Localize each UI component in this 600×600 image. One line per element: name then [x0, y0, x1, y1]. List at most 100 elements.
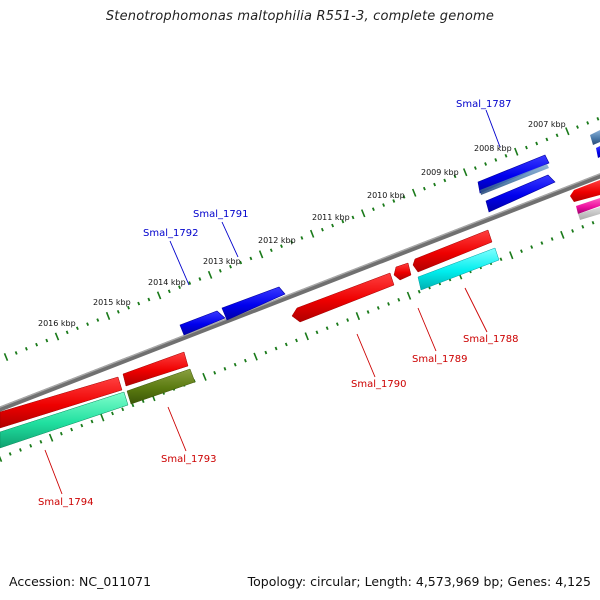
- inner-tick-mark: [295, 338, 298, 343]
- tick-label-2016: 2016 kbp: [38, 319, 76, 328]
- accession-label: Accession: NC_011071: [9, 574, 152, 589]
- inner-tick-mark: [29, 443, 33, 448]
- outer-tick-mark: [360, 209, 366, 218]
- inner-tick-mark: [335, 322, 339, 326]
- outer-tick-mark: [320, 227, 324, 232]
- gene-label-smal-1788[interactable]: Smal_1788: [463, 334, 518, 345]
- outer-tick-mark: [504, 153, 508, 158]
- gene-feature-smal-1793-olive[interactable]: [126, 368, 196, 405]
- tick-label-2007: 2007 kbp: [528, 120, 566, 129]
- outer-tick-mark: [229, 264, 232, 269]
- gene-label-smal-1790[interactable]: Smal_1790: [351, 379, 406, 390]
- gene-label-smal-1794[interactable]: Smal_1794: [38, 497, 93, 508]
- genome-backbone: [0, 173, 600, 412]
- inner-tick-mark: [499, 257, 503, 262]
- outer-tick-mark: [586, 121, 590, 125]
- inner-tick-mark: [264, 350, 268, 355]
- outer-tick-mark: [280, 244, 283, 248]
- inner-tick-mark: [355, 312, 361, 321]
- outer-tick-mark: [167, 289, 171, 294]
- outer-tick-mark: [433, 182, 437, 187]
- inner-tick-mark: [111, 411, 114, 416]
- outer-tick-mark: [75, 326, 79, 331]
- outer-tick-mark: [371, 207, 375, 212]
- outer-tick-mark: [290, 240, 294, 244]
- outer-tick-mark: [14, 351, 18, 355]
- inner-tick-mark: [550, 237, 554, 241]
- outer-tick-mark: [331, 223, 335, 228]
- outer-tick-mark: [462, 168, 468, 177]
- outer-tick-mark: [54, 332, 60, 341]
- tick-label-2012: 2012 kbp: [258, 236, 296, 245]
- outer-tick-ring: [3, 117, 600, 362]
- inner-tick-mark: [387, 302, 390, 306]
- outer-tick-mark: [45, 338, 49, 343]
- inner-tick-mark: [346, 318, 350, 322]
- tick-label-2010: 2010 kbp: [367, 191, 405, 200]
- inner-tick-mark: [19, 448, 22, 452]
- gene-feature-forward-2[interactable]: [485, 174, 556, 213]
- inner-tick-mark: [48, 433, 54, 442]
- tick-label-2011: 2011 kbp: [312, 213, 350, 222]
- tick-label-2009: 2009 kbp: [421, 168, 459, 177]
- outer-tick-mark: [402, 195, 406, 199]
- leader-lines: [44, 109, 501, 495]
- inner-tick-mark: [397, 297, 401, 302]
- inner-tick-mark: [131, 403, 135, 408]
- gene-feature-smal-1789[interactable]: [393, 262, 412, 281]
- inner-tick-mark: [315, 330, 319, 335]
- inner-tick-mark: [213, 370, 217, 375]
- gene-feature-smal-1787[interactable]: [477, 154, 550, 195]
- outer-tick-mark: [596, 117, 600, 121]
- gene-feature-smal-1788-red[interactable]: [412, 229, 493, 273]
- inner-tick-mark: [223, 366, 227, 371]
- outer-tick-mark: [127, 305, 130, 310]
- gene-label-smal-1793[interactable]: Smal_1793: [161, 454, 216, 465]
- outer-tick-mark: [249, 256, 253, 261]
- gene-feature-edge-steel[interactable]: [590, 130, 600, 158]
- tick-label-2015: 2015 kbp: [93, 298, 131, 307]
- outer-tick-mark: [300, 236, 304, 240]
- gene-feature-edge-red[interactable]: [570, 180, 600, 220]
- gene-feature-smal-1790[interactable]: [291, 272, 395, 323]
- gene-label-smal-1791[interactable]: Smal_1791: [193, 209, 248, 220]
- gene-label-smal-1789[interactable]: Smal_1789: [412, 354, 467, 365]
- outer-tick-mark: [258, 250, 264, 259]
- tick-label-2013: 2013 kbp: [203, 257, 241, 266]
- gene-feature-smal-1794-red[interactable]: [0, 376, 123, 429]
- inner-tick-mark: [417, 289, 421, 294]
- outer-tick-mark: [178, 285, 181, 290]
- inner-tick-mark: [253, 352, 258, 361]
- inner-tick-mark: [376, 306, 380, 310]
- outer-tick-mark: [422, 186, 426, 191]
- inner-tick-mark: [274, 346, 278, 351]
- inner-tick-mark: [406, 291, 412, 300]
- outer-tick-mark: [411, 188, 417, 197]
- outer-tick-mark: [309, 229, 315, 238]
- gene-feature-smal-1793-red[interactable]: [122, 351, 189, 387]
- outer-tick-mark: [65, 330, 69, 335]
- outer-tick-mark: [392, 199, 396, 203]
- inner-tick-mark: [366, 310, 370, 314]
- outer-tick-mark: [188, 281, 192, 285]
- gene-feature-smal-1794-teal[interactable]: [0, 391, 129, 449]
- inner-tick-mark: [202, 372, 207, 381]
- outer-tick-mark: [198, 277, 202, 281]
- outer-tick-mark: [86, 322, 90, 326]
- inner-tick-mark: [80, 423, 84, 428]
- gene-feature-smal-1791[interactable]: [221, 286, 286, 321]
- inner-tick-mark: [70, 427, 74, 432]
- outer-tick-mark: [147, 297, 151, 302]
- outer-tick-mark: [156, 291, 162, 300]
- gene-feature-smal-1788-cyan[interactable]: [417, 247, 500, 291]
- inner-tick-mark: [243, 358, 247, 363]
- inner-tick-mark: [325, 326, 329, 331]
- gene-label-smal-1787[interactable]: Smal_1787: [456, 99, 511, 110]
- inner-tick-mark: [571, 229, 575, 233]
- outer-tick-mark: [269, 248, 273, 253]
- outer-tick-mark: [576, 125, 579, 129]
- gene-label-smal-1792[interactable]: Smal_1792: [143, 228, 198, 239]
- gene-feature-smal-1792[interactable]: [179, 310, 226, 336]
- outer-tick-mark: [239, 260, 243, 265]
